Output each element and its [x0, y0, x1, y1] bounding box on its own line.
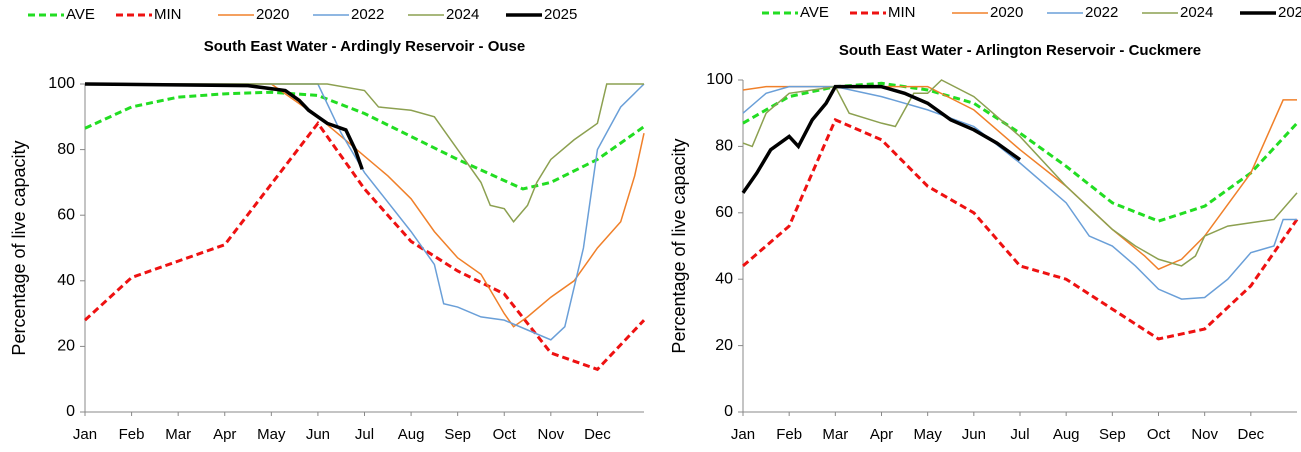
- legend-label: 2024: [1180, 4, 1213, 21]
- x-tick-label: Jul: [1010, 426, 1029, 443]
- x-tick-label: Jul: [355, 426, 374, 443]
- x-tick-label: Mar: [822, 426, 848, 443]
- legend-label: 2022: [351, 6, 384, 23]
- series-line: [85, 83, 645, 341]
- x-tick-label: Apr: [870, 426, 893, 443]
- y-axis-label: Percentage of live capacity: [669, 138, 689, 353]
- x-tick-label: Jun: [306, 426, 330, 443]
- x-tick-label: Sep: [444, 426, 471, 443]
- legend-label: 2020: [990, 4, 1023, 21]
- legend-label: AVE: [800, 4, 829, 21]
- y-tick-label: 100: [706, 71, 733, 88]
- x-tick-label: May: [257, 426, 286, 443]
- y-tick-label: 60: [57, 206, 75, 223]
- y-axis-label: Percentage of live capacity: [9, 140, 29, 355]
- y-tick-label: 60: [715, 204, 733, 221]
- x-tick-label: Feb: [119, 426, 145, 443]
- legend-label: 2025: [1278, 4, 1301, 21]
- x-tick-label: Feb: [776, 426, 802, 443]
- x-tick-label: Nov: [537, 426, 564, 443]
- legend-label: 2025: [544, 6, 577, 23]
- y-tick-label: 0: [66, 403, 75, 420]
- x-tick-label: Nov: [1191, 426, 1218, 443]
- series-line: [83, 120, 646, 372]
- legend-label: 2020: [256, 6, 289, 23]
- series-line: [742, 79, 1298, 267]
- legend-label: 2022: [1085, 4, 1118, 21]
- x-tick-label: Jan: [73, 426, 97, 443]
- x-tick-label: Oct: [1147, 426, 1171, 443]
- x-tick-label: Oct: [493, 426, 517, 443]
- chart-title: South East Water - Arlington Reservoir -…: [839, 42, 1201, 59]
- y-tick-label: 40: [57, 272, 75, 289]
- y-tick-label: 80: [715, 138, 733, 155]
- legend-label: 2024: [446, 6, 479, 23]
- x-tick-label: May: [913, 426, 942, 443]
- legend-label: AVE: [66, 6, 95, 23]
- series-line: [85, 83, 644, 223]
- y-tick-label: 40: [715, 270, 733, 287]
- x-tick-label: Mar: [165, 426, 191, 443]
- x-tick-label: Sep: [1099, 426, 1126, 443]
- x-tick-label: Apr: [213, 426, 236, 443]
- x-tick-label: Jun: [962, 426, 986, 443]
- series-line: [742, 85, 1297, 271]
- y-tick-label: 20: [715, 337, 733, 354]
- legend-label: MIN: [154, 6, 182, 23]
- series-line: [85, 83, 645, 328]
- series-line: [742, 85, 1297, 300]
- chart-title: South East Water - Ardingly Reservoir - …: [204, 38, 525, 55]
- series-line: [84, 82, 364, 170]
- legend-label: MIN: [888, 4, 916, 21]
- x-tick-label: Dec: [1237, 426, 1264, 443]
- x-tick-label: Jan: [731, 426, 755, 443]
- series-line: [741, 84, 1022, 194]
- series-line: [84, 90, 645, 191]
- x-tick-label: Aug: [1053, 426, 1080, 443]
- y-tick-label: 20: [57, 338, 75, 355]
- y-tick-label: 80: [57, 141, 75, 158]
- x-tick-label: Aug: [398, 426, 425, 443]
- y-tick-label: 0: [724, 403, 733, 420]
- y-tick-label: 100: [48, 75, 75, 92]
- series-line: [742, 117, 1299, 341]
- x-tick-label: Dec: [584, 426, 611, 443]
